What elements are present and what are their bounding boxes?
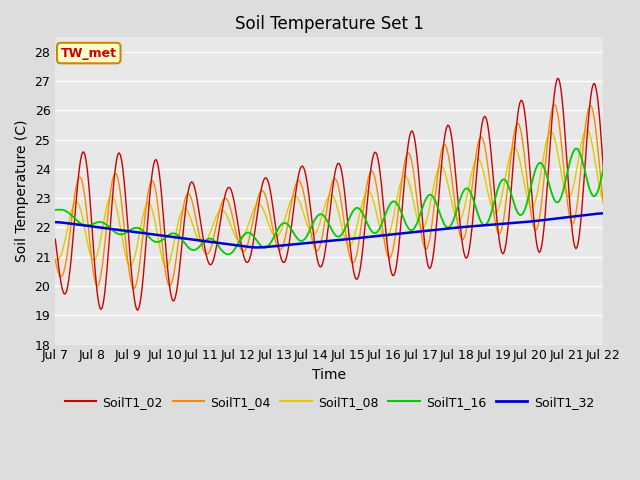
Title: Soil Temperature Set 1: Soil Temperature Set 1 <box>235 15 424 33</box>
Y-axis label: Soil Temperature (C): Soil Temperature (C) <box>15 120 29 262</box>
Text: TW_met: TW_met <box>61 47 116 60</box>
Legend: SoilT1_02, SoilT1_04, SoilT1_08, SoilT1_16, SoilT1_32: SoilT1_02, SoilT1_04, SoilT1_08, SoilT1_… <box>60 391 599 414</box>
X-axis label: Time: Time <box>312 368 346 382</box>
